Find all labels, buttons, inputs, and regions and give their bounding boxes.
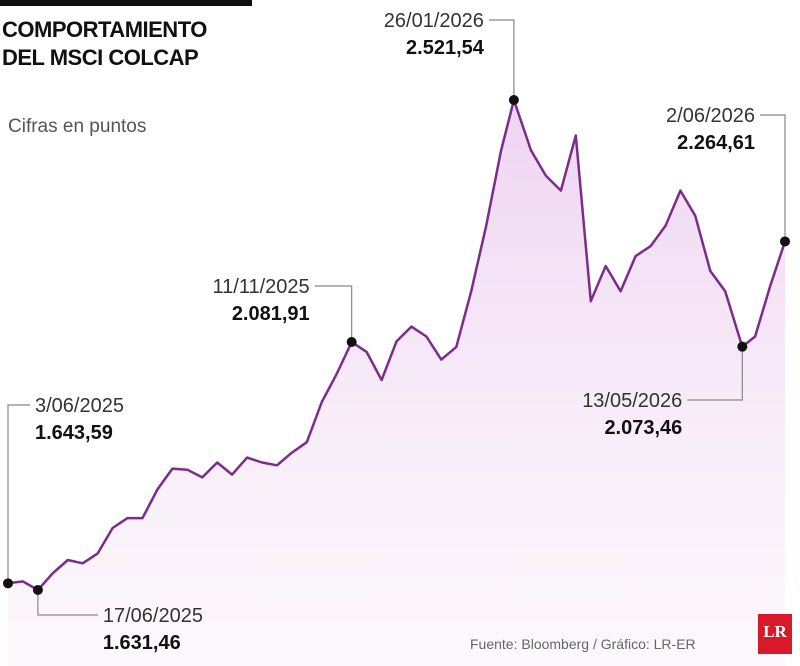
logo: LR bbox=[758, 614, 792, 654]
chart-title: COMPORTAMIENTO DEL MSCI COLCAP bbox=[2, 17, 207, 70]
source: Fuente: Bloomberg / Gráfico: LR-ER bbox=[470, 636, 696, 652]
annotation-value: 2.081,91 bbox=[232, 303, 310, 325]
title-bar bbox=[0, 0, 252, 6]
annotation-date: 17/06/2025 bbox=[103, 605, 203, 627]
point bbox=[780, 236, 790, 247]
leader bbox=[7, 404, 30, 584]
point bbox=[346, 337, 357, 348]
leader bbox=[760, 114, 786, 242]
leader bbox=[488, 19, 515, 100]
annotation-value: 2.521,54 bbox=[406, 37, 485, 59]
annotation-date: 2/06/2026 bbox=[666, 105, 755, 127]
chart-subtitle: Cifras en puntos bbox=[8, 116, 147, 137]
point bbox=[508, 95, 519, 105]
point bbox=[3, 578, 13, 589]
line bbox=[7, 98, 787, 592]
annotation-value: 1.643,59 bbox=[35, 422, 113, 444]
leader bbox=[37, 590, 98, 616]
annotation-date: 11/11/2025 bbox=[213, 276, 310, 298]
leader bbox=[314, 285, 353, 343]
annotation-date: 3/06/2025 bbox=[35, 395, 124, 417]
point bbox=[32, 585, 43, 595]
area bbox=[8, 100, 785, 666]
annotation-date: 26/01/2026 bbox=[384, 10, 484, 32]
annotation-value: 1.631,46 bbox=[103, 632, 181, 654]
point bbox=[737, 341, 748, 352]
annotation-value: 2.264,61 bbox=[677, 132, 755, 154]
leader bbox=[687, 346, 743, 401]
annotation-date: 13/05/2026 bbox=[582, 390, 682, 412]
annotation-value: 2.073,46 bbox=[604, 417, 682, 439]
